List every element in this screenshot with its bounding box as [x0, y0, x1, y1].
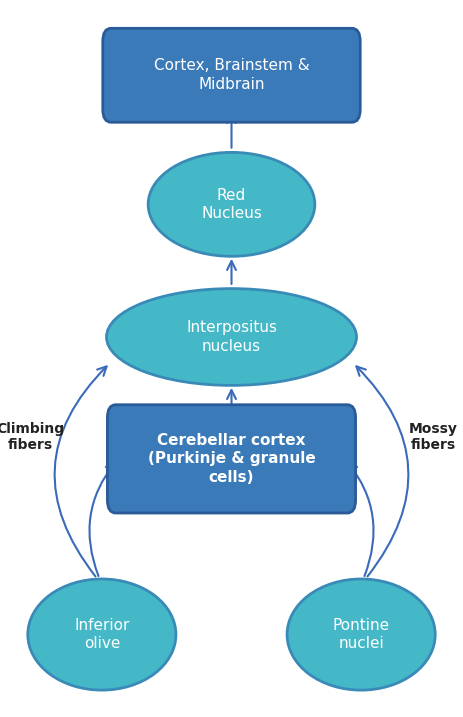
- Text: Interpositus
nucleus: Interpositus nucleus: [186, 320, 277, 353]
- Text: Pontine
nuclei: Pontine nuclei: [332, 618, 390, 651]
- Ellipse shape: [28, 579, 176, 690]
- FancyBboxPatch shape: [107, 404, 356, 513]
- Ellipse shape: [287, 579, 435, 690]
- Text: Mossy
fibers: Mossy fibers: [408, 422, 457, 452]
- Ellipse shape: [148, 153, 315, 257]
- Text: Climbing
fibers: Climbing fibers: [0, 422, 64, 452]
- Text: Red
Nucleus: Red Nucleus: [201, 188, 262, 221]
- FancyBboxPatch shape: [103, 29, 360, 123]
- Text: Cortex, Brainstem &
Midbrain: Cortex, Brainstem & Midbrain: [154, 59, 309, 92]
- Text: Cerebellar cortex
(Purkinje & granule
cells): Cerebellar cortex (Purkinje & granule ce…: [148, 433, 315, 485]
- Text: Inferior
olive: Inferior olive: [74, 618, 130, 651]
- Ellipse shape: [106, 289, 357, 386]
